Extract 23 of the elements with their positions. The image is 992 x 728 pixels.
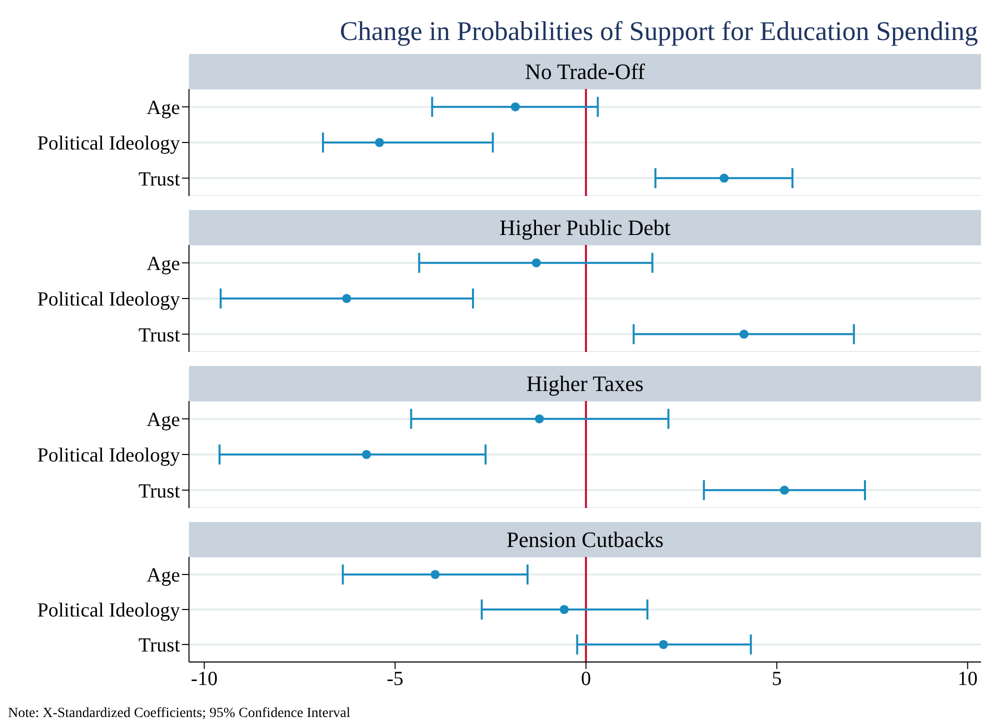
y-tick-label: Trust	[138, 480, 180, 502]
x-tick-label: 5	[772, 668, 782, 690]
y-tick-label: Political Ideology	[37, 288, 180, 311]
y-tick-label: Age	[146, 408, 180, 431]
x-tick-label: 0	[580, 668, 591, 690]
y-tick-label: Age	[146, 252, 180, 275]
x-tick-label: -5	[386, 668, 404, 690]
y-tick-label: Age	[146, 564, 180, 587]
chart-title: Change in Probabilities of Support for Education Spending	[338, 15, 979, 48]
y-tick-label: Trust	[138, 168, 180, 190]
y-tick-label: Trust	[138, 324, 180, 346]
x-tick-label: -10	[190, 668, 218, 690]
x-tick-label: 10	[958, 668, 978, 690]
chart-subtitle: No Trade-Off	[189, 54, 981, 89]
y-tick-label: Trust	[138, 634, 180, 657]
y-tick-label: Political Ideology	[37, 132, 180, 155]
y-tick-label: Political Ideology	[37, 600, 180, 622]
y-tick-label: Age	[146, 96, 180, 119]
chart-subtitle: Higher Public Debt	[189, 210, 981, 245]
chart-subtitle: Pension Cutbacks	[189, 522, 981, 557]
chart-subtitle: Higher Taxes	[189, 366, 981, 401]
text: Note: X-Standardized Coefficients; 95% Confidence Interval	[8, 706, 352, 722]
y-tick-label: Political Ideology	[37, 444, 180, 467]
